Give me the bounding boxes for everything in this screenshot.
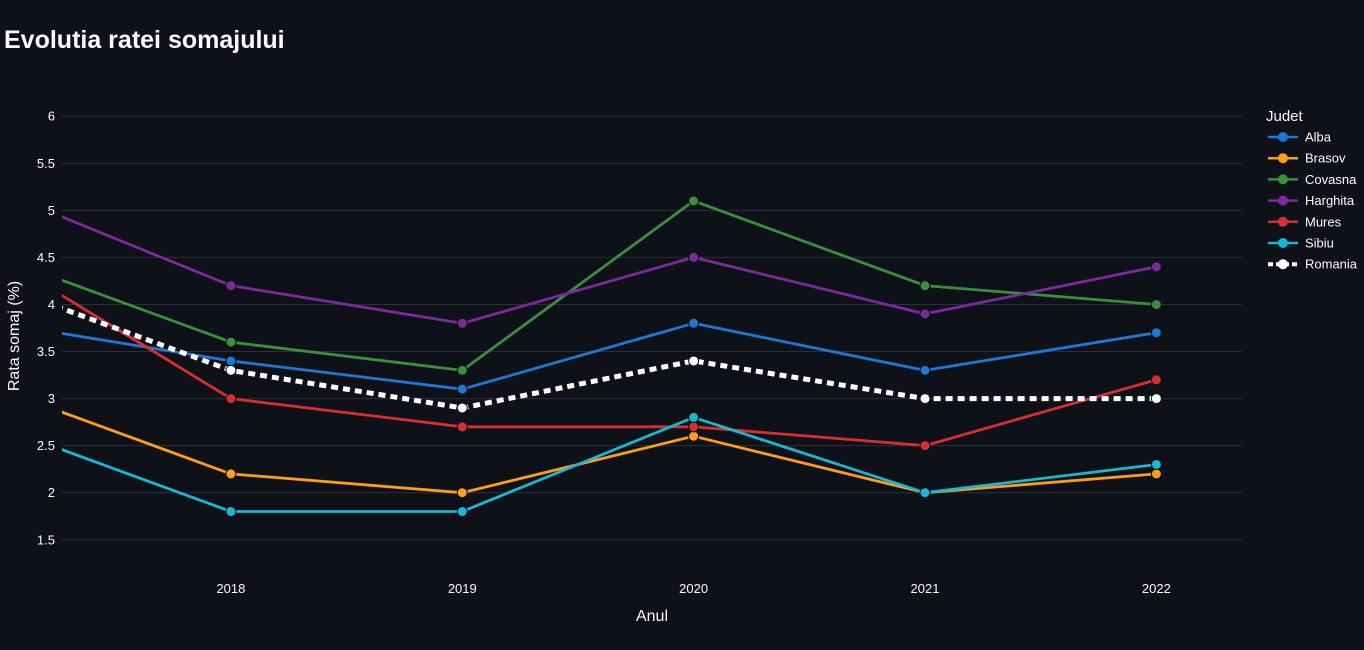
data-point-sibiu[interactable] [919,487,931,499]
data-point-harghita[interactable] [688,251,700,263]
data-point-romania[interactable] [0,281,5,291]
data-point-romania[interactable] [1150,393,1162,405]
series-line-brasov [62,410,1157,495]
data-point-harghita[interactable] [225,280,237,292]
series-line-harghita [62,215,1157,325]
legend-label: Brasov [1305,151,1346,166]
legend-title: Judet [1266,108,1304,125]
data-point-covasna[interactable] [456,364,468,376]
y-tick-label: 5.5 [37,156,55,171]
series-line-mures [62,293,1157,447]
data-point-romania[interactable] [919,393,931,405]
y-tick-label: 4.5 [37,250,55,265]
data-point-sibiu[interactable] [0,422,5,432]
series-lines [62,199,1157,513]
x-tick-label: 2022 [1142,581,1171,596]
legend-label: Sibiu [1305,236,1334,251]
data-point-sibiu[interactable] [456,506,468,518]
y-tick-label: 3 [48,391,55,406]
data-point-sibiu[interactable] [1150,458,1162,470]
legend-item-alba[interactable]: Alba [1268,130,1332,145]
series-line-alba [62,321,1157,391]
y-tick-label: 1.5 [37,532,55,547]
data-point-mures[interactable] [1150,374,1162,386]
data-point-alba[interactable] [688,317,700,329]
data-point-alba[interactable] [919,364,931,376]
x-axis-title: Anul [636,608,668,625]
y-tick-label: 5 [48,203,55,218]
data-point-brasov[interactable] [225,468,237,480]
legend-swatch-marker [1278,132,1288,142]
legend-swatch-marker [1278,195,1288,206]
legend-label: Harghita [1305,193,1355,208]
y-tick-label: 2.5 [37,438,55,453]
data-point-sibiu[interactable] [225,506,237,518]
legend-item-sibiu[interactable]: Sibiu [1268,236,1334,251]
data-point-alba[interactable] [1150,327,1162,339]
data-point-romania[interactable] [225,364,237,376]
x-tick-label: 2018 [216,581,245,596]
y-axis-ticks: 1.5 2 2.5 3 3.5 4 4.5 5 5.5 6 [37,109,55,548]
data-point-mures[interactable] [456,421,468,433]
data-point-harghita[interactable] [1150,261,1162,273]
legend-label: Romania [1305,257,1358,272]
legend-item-brasov[interactable]: Brasov [1268,151,1346,166]
data-point-harghita[interactable] [456,317,468,329]
x-axis-ticks: 2018 2019 2020 2021 2022 [216,581,1170,596]
data-point-covasna[interactable] [1150,298,1162,310]
y-tick-label: 3.5 [37,344,55,359]
data-point-mures[interactable] [688,421,700,433]
series-points [0,187,1162,518]
data-point-alba[interactable] [225,355,237,367]
data-point-covasna[interactable] [688,195,700,207]
legend-item-romania[interactable]: Romania [1268,257,1358,272]
legend-label: Covasna [1305,172,1357,187]
data-point-covasna[interactable] [919,280,931,292]
legend-swatch-marker [1278,216,1288,227]
series-line-covasna [62,199,1157,372]
data-point-mures[interactable] [225,393,237,405]
legend-item-mures[interactable]: Mures [1268,214,1342,229]
y-tick-label: 4 [48,297,55,312]
data-point-mures[interactable] [0,252,5,262]
legend-item-harghita[interactable]: Harghita [1268,193,1355,208]
legend-item-covasna[interactable]: Covasna [1268,172,1357,187]
data-point-brasov[interactable] [456,487,468,499]
y-tick-label: 6 [48,109,55,124]
y-axis-title: Rata somaj (%) [6,281,23,391]
data-point-covasna[interactable] [0,252,5,262]
chart-title: Evolutia ratei somajului [4,26,285,54]
data-point-alba[interactable] [456,383,468,395]
legend[interactable]: Judet Alba Brasov Covasna Harghita Mures Sibi… [1266,108,1358,272]
data-point-romania[interactable] [456,402,468,414]
data-point-covasna[interactable] [225,336,237,348]
legend-label: Alba [1305,130,1332,145]
data-point-brasov[interactable] [688,430,700,442]
series-line-sibiu [62,416,1157,513]
data-point-alba[interactable] [0,318,5,328]
data-point-harghita[interactable] [919,308,931,320]
legend-swatch-marker [1278,238,1288,248]
data-point-brasov[interactable] [0,384,5,394]
legend-swatch-marker [1278,259,1288,270]
legend-label: Mures [1305,214,1342,229]
x-tick-label: 2020 [679,581,708,596]
series-line-romania [62,305,1157,411]
data-point-sibiu[interactable] [688,411,700,423]
x-tick-label: 2019 [448,581,477,596]
legend-swatch-marker [1278,153,1288,164]
data-point-romania[interactable] [688,355,700,367]
x-tick-label: 2021 [911,581,940,596]
data-point-harghita[interactable] [0,187,5,197]
data-point-mures[interactable] [919,440,931,452]
legend-swatch-marker [1278,174,1288,185]
data-point-brasov[interactable] [1150,468,1162,480]
y-tick-label: 2 [48,485,55,500]
